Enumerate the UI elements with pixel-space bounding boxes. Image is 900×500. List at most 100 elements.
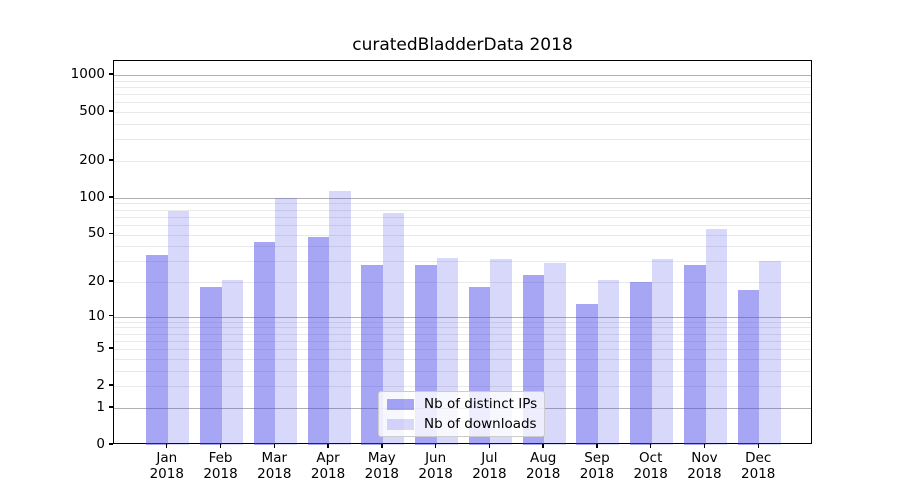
x-tick-month: Feb [208,450,233,466]
x-tick-label-feb: Feb 2018 [191,450,251,482]
x-tick-year: 2018 [310,466,346,482]
x-tick-mark-aug [542,444,544,448]
legend-label-distinct-ips: Nb of distinct IPs [424,396,538,412]
y-tick-mark-20 [108,280,113,282]
minor-gridline-9 [114,321,811,323]
bar-distinct-ips-oct [630,282,652,445]
x-tick-month: Nov [691,450,718,466]
minor-gridline-700 [114,94,811,96]
minor-gridline-8 [114,327,811,329]
x-tick-year: 2018 [149,466,184,482]
bar-downloads-nov [705,229,727,445]
x-tick-year: 2018 [472,466,507,482]
x-tick-year: 2018 [687,466,722,482]
bar-downloads-aug [544,262,566,445]
y-tick-mark-50 [108,232,113,235]
major-gridline-10 [114,316,811,318]
y-tick-mark-5 [108,347,113,349]
minor-gridline-2 [114,386,811,388]
minor-gridline-80 [114,209,811,211]
y-tick-mark-1000 [108,73,113,75]
bar-distinct-ips-sep [576,303,598,445]
x-tick-mark-jan [166,444,168,448]
x-tick-mark-oct [649,444,652,448]
x-tick-month: Jan [156,450,178,466]
x-tick-month: Aug [529,450,557,466]
x-tick-mark-feb [219,444,222,448]
x-tick-label-may: May 2018 [352,450,412,482]
minor-gridline-7 [114,333,811,335]
x-tick-mark-sep [596,444,598,448]
plot-area [113,60,812,445]
legend-label-downloads: Nb of downloads [424,416,537,432]
legend-swatch-distinct-ips-icon [387,398,414,410]
x-tick-month: Jun [425,450,447,466]
bar-distinct-ips-nov [684,264,706,445]
y-tick-label-200: 200 [79,152,105,168]
minor-gridline-500 [114,112,811,114]
minor-gridline-20 [114,282,811,283]
x-tick-year: 2018 [633,466,668,482]
y-tick-label-0: 0 [96,436,105,452]
minor-gridline-50 [114,234,811,236]
minor-gridline-800 [114,87,811,88]
bar-distinct-ips-may [361,264,383,445]
x-tick-month: Apr [316,450,340,466]
minor-gridline-60 [114,224,811,226]
bar-downloads-dec [759,261,781,445]
x-tick-year: 2018 [364,466,400,482]
y-tick-label-500: 500 [79,103,105,120]
y-tick-mark-100 [108,196,113,198]
legend-row-downloads: Nb of downloads [387,416,537,432]
y-tick-mark-500 [108,110,113,112]
bar-downloads-may [382,213,405,445]
minor-gridline-6 [114,340,811,342]
x-tick-label-nov: Nov 2018 [674,450,734,482]
bar-downloads-apr [329,191,351,445]
y-tick-label-10: 10 [87,307,105,324]
x-tick-mark-may [381,444,383,448]
x-tick-month: Dec [745,450,772,466]
x-tick-mark-mar [273,444,275,448]
x-tick-month: May [367,450,396,466]
x-tick-year: 2018 [418,466,453,482]
minor-gridline-30 [114,261,811,263]
x-tick-label-jan: Jan 2018 [137,450,197,482]
major-gridline-1000 [114,75,811,76]
y-tick-mark-1 [108,406,113,408]
chart-title: curatedBladderData 2018 [352,35,573,55]
bar-downloads-mar [275,197,297,445]
minor-gridline-90 [114,203,811,205]
x-tick-label-apr: Apr 2018 [298,450,358,482]
minor-gridline-400 [114,124,811,125]
minor-gridline-5 [114,349,811,351]
x-tick-label-dec: Dec 2018 [728,450,788,482]
x-tick-mark-jun [434,444,437,448]
minor-gridline-900 [114,80,811,82]
bar-distinct-ips-apr [307,236,330,445]
minor-gridline-600 [114,102,811,104]
legend: Nb of distinct IPs Nb of downloads [378,391,545,437]
y-tick-label-2: 2 [96,377,105,394]
x-tick-mark-apr [327,444,329,448]
x-tick-month: Sep [584,450,610,466]
y-tick-mark-200 [108,159,113,161]
x-tick-label-sep: Sep 2018 [567,450,627,482]
bar-distinct-ips-dec [737,290,760,445]
x-tick-year: 2018 [525,466,561,482]
y-tick-label-50: 50 [87,225,105,242]
minor-gridline-70 [114,216,811,218]
x-tick-year: 2018 [257,466,292,482]
bar-distinct-ips-jan [146,254,168,445]
y-tick-mark-0 [108,443,113,445]
x-tick-label-jul: Jul 2018 [459,450,519,482]
x-tick-month: Jul [481,450,498,466]
major-gridline-100 [114,197,811,199]
x-tick-label-oct: Oct 2018 [621,450,681,482]
x-tick-mark-nov [703,444,706,448]
x-tick-mark-jul [488,444,491,448]
legend-swatch-downloads-icon [387,418,414,430]
bar-downloads-sep [597,279,620,445]
y-tick-label-1: 1 [96,398,105,415]
